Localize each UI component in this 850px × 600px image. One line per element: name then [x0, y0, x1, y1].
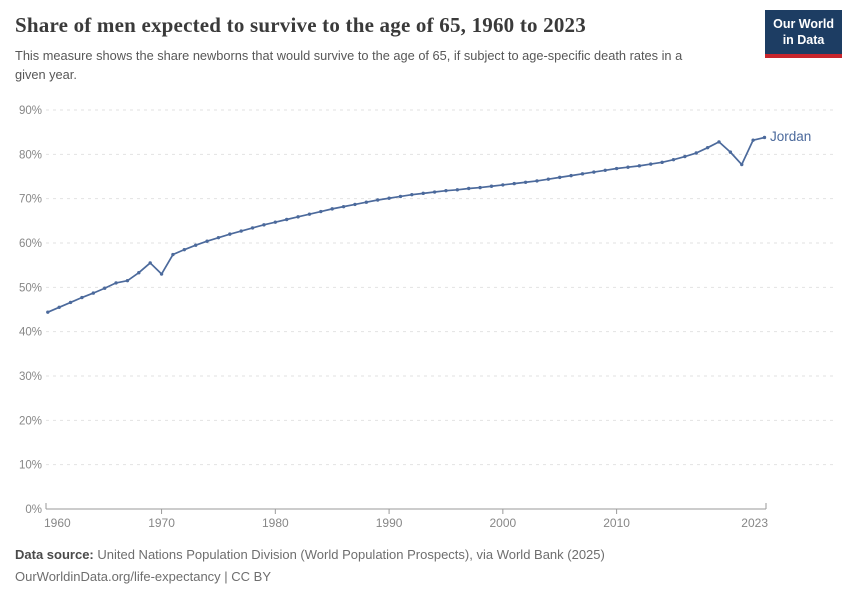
data-point-marker: [626, 165, 630, 169]
data-point-marker: [489, 184, 494, 188]
data-point-marker: [159, 272, 164, 276]
y-axis-tick-label: 0%: [25, 504, 42, 516]
data-point-marker: [262, 223, 266, 227]
y-axis-tick-label: 10%: [19, 460, 42, 472]
data-point-marker: [478, 185, 482, 190]
data-point-marker: [148, 261, 152, 265]
y-axis-tick-label: 60%: [19, 238, 42, 250]
data-point-marker: [523, 180, 528, 184]
data-point-marker: [603, 168, 607, 172]
data-point-marker: [239, 229, 243, 233]
data-point-marker: [694, 151, 698, 155]
data-point-marker: [330, 207, 334, 211]
x-axis-tick-label: 2000: [489, 516, 516, 530]
data-point-marker: [751, 138, 755, 142]
data-point-marker: [137, 271, 141, 275]
data-point-marker: [102, 286, 107, 290]
data-point-marker: [535, 179, 539, 183]
y-axis-tick-label: 20%: [19, 415, 42, 427]
data-point-marker: [512, 181, 516, 186]
x-axis-tick-label: 1960: [44, 516, 71, 530]
x-axis-tick-label: 1970: [148, 516, 175, 530]
data-point-marker: [216, 235, 221, 240]
data-point-marker: [421, 191, 425, 196]
x-axis-tick-label: 2023: [741, 516, 768, 530]
data-point-marker: [614, 166, 619, 171]
data-point-marker: [182, 247, 187, 252]
y-axis-tick-label: 90%: [19, 105, 42, 117]
data-point-marker: [353, 202, 357, 207]
data-point-marker: [364, 200, 369, 204]
x-axis-tick-label: 1980: [262, 516, 289, 530]
data-point-marker: [467, 186, 471, 191]
license-link[interactable]: OurWorldinData.org/life-expectancy | CC …: [15, 569, 272, 585]
series-entity-label[interactable]: Jordan: [770, 129, 811, 144]
data-point-marker: [501, 183, 505, 187]
data-point-marker: [205, 239, 209, 243]
data-point-marker: [193, 243, 198, 247]
data-point-marker: [455, 188, 460, 192]
data-point-marker: [728, 150, 733, 154]
data-point-marker: [250, 226, 255, 230]
data-point-marker: [285, 217, 289, 222]
data-point-marker: [660, 160, 664, 165]
data-point-marker: [740, 162, 744, 167]
owid-logo-line1: Our World: [773, 17, 834, 31]
data-point-marker: [91, 291, 96, 295]
data-point-marker: [68, 300, 73, 305]
data-point-marker: [341, 204, 346, 209]
chart-footer: Data source: United Nations Population D…: [15, 544, 605, 588]
data-point-marker: [46, 310, 50, 314]
data-point-marker: [125, 278, 130, 283]
data-point-marker: [558, 175, 562, 180]
data-point-marker: [671, 157, 676, 162]
owid-logo: Our World in Data: [765, 10, 842, 58]
data-point-marker: [319, 209, 323, 214]
data-point-marker: [444, 188, 448, 193]
x-axis-tick-label: 1990: [376, 516, 403, 530]
data-point-marker: [580, 172, 585, 176]
data-point-marker: [114, 281, 118, 285]
chart-subtitle: This measure shows the share newborns th…: [15, 48, 683, 82]
x-axis-tick-label: 2010: [603, 516, 630, 530]
data-point-marker: [569, 173, 573, 178]
jordan-line-series[interactable]: [47, 136, 765, 313]
data-point-marker: [717, 140, 721, 144]
data-source-text: United Nations Population Division (Worl…: [93, 547, 605, 562]
data-point-marker: [57, 305, 61, 309]
data-point-marker: [432, 190, 437, 194]
data-point-marker: [705, 145, 710, 150]
data-point-marker: [762, 135, 767, 140]
data-point-marker: [592, 170, 596, 174]
chart-title: Share of men expected to survive to the …: [15, 13, 586, 37]
data-point-marker: [80, 295, 84, 300]
line-chart-canvas[interactable]: Jordan 0% 10% 20% 30% 40% 50% 60% 70% 80% 90% 1960…: [0, 0, 850, 540]
data-point-marker: [546, 177, 551, 181]
y-axis-tick-label: 50%: [19, 282, 42, 294]
data-point-marker: [273, 220, 278, 224]
data-point-marker: [637, 164, 642, 168]
chart-header: Share of men expected to survive to the …: [15, 13, 755, 84]
data-point-marker: [398, 194, 403, 199]
y-axis-tick-label: 80%: [19, 149, 42, 161]
data-source-line: Data source: United Nations Population D…: [15, 544, 605, 566]
y-axis-tick-label: 40%: [19, 327, 42, 339]
owid-logo-line2: in Data: [782, 33, 825, 48]
data-point-marker: [307, 212, 312, 216]
data-point-marker: [376, 198, 380, 202]
y-axis-tick-label: 70%: [19, 194, 42, 206]
data-point-marker: [649, 162, 653, 166]
y-axis-tick-label: 30%: [19, 371, 42, 383]
data-point-marker: [228, 232, 232, 236]
data-source-label: Data source:: [15, 547, 94, 562]
data-point-marker: [683, 154, 687, 159]
data-point-marker: [296, 215, 300, 219]
data-point-marker: [171, 252, 175, 257]
data-point-marker: [410, 192, 414, 197]
data-point-marker: [387, 196, 391, 200]
